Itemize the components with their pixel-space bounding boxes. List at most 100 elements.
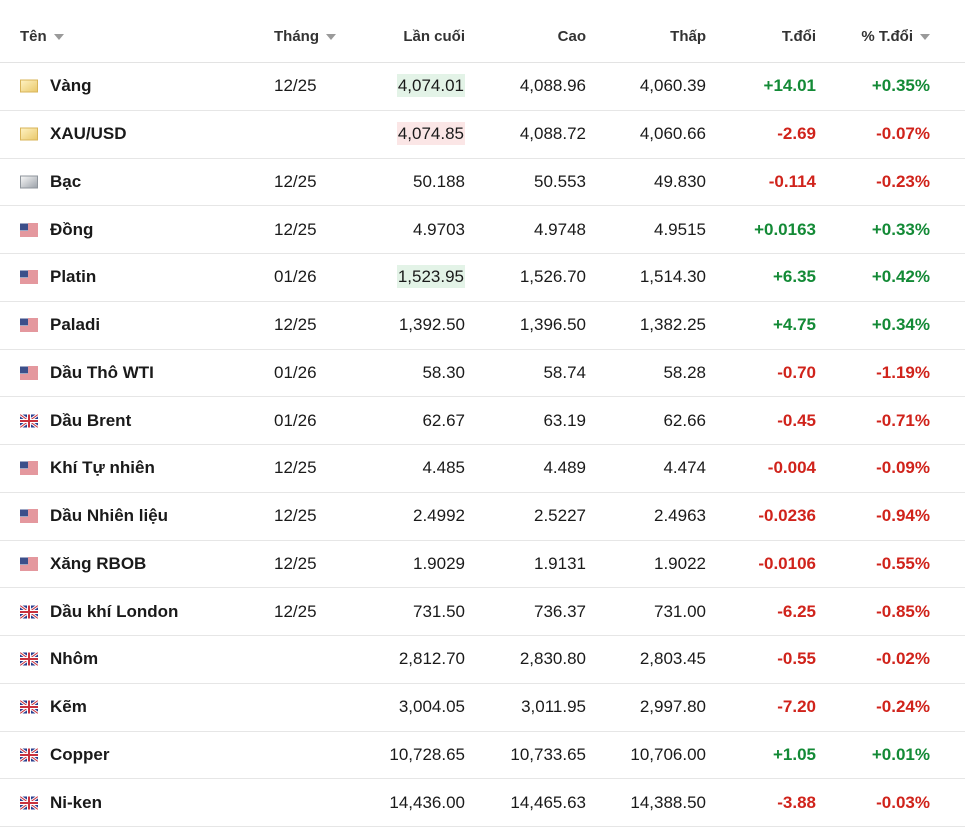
change: -3.88: [777, 792, 816, 812]
column-header: Lần cuối: [403, 28, 465, 45]
table-row[interactable]: XAU/USD 4,074.85 4,088.72 4,060.66 -2.69 -0.0…: [0, 111, 965, 159]
instrument-name[interactable]: Ni-ken: [50, 792, 102, 812]
flag-icon: [20, 461, 38, 475]
change-cell: -3.88: [777, 793, 816, 813]
last-cell: 14,436.00: [389, 793, 465, 813]
last-cell: 62.67: [422, 411, 465, 431]
month: 12/25: [274, 219, 317, 239]
low-cell: 1,514.30: [640, 267, 706, 287]
change-cell: -0.004: [768, 458, 816, 478]
change-cell: -0.0106: [758, 554, 816, 574]
table-row[interactable]: Dầu Thô WTI 01/26 58.30 58.74 58.28 -0.70 -1.1…: [0, 350, 965, 398]
instrument-name[interactable]: XAU/USD: [50, 124, 127, 144]
table-row[interactable]: Bạc 12/25 50.188 50.553 49.830 -0.114 -0.23%: [0, 159, 965, 207]
last: 14,436.00: [389, 792, 465, 812]
sort-arrow[interactable]: [326, 34, 336, 41]
instrument-name[interactable]: Đồng: [50, 219, 94, 239]
change: -0.004: [767, 458, 816, 478]
change: -0.45: [777, 410, 816, 430]
high-cell: 1.9131: [534, 554, 586, 574]
instrument-name[interactable]: Platin: [50, 267, 97, 287]
instrument-name[interactable]: Vàng: [50, 76, 92, 96]
month-cell: 01/26: [274, 267, 317, 287]
low-cell: 14,388.50: [630, 793, 706, 813]
instrument-name[interactable]: Copper: [50, 744, 110, 764]
instrument-name[interactable]: Kẽm: [50, 697, 87, 717]
low-cell: 4.474: [663, 458, 706, 478]
flag-icon: [19, 794, 39, 811]
change: -2.69: [777, 124, 816, 144]
change: -0.0236: [758, 506, 816, 526]
last: 62.67: [422, 410, 465, 430]
table-row[interactable]: Kẽm 3,004.05 3,011.95 2,997.80 -7.20 -0.24%: [0, 684, 965, 732]
column-header-text: Thấp: [670, 28, 706, 45]
sort-arrow[interactable]: [920, 34, 930, 41]
low: 1,382.25: [639, 315, 706, 335]
high-cell: 4,088.72: [520, 124, 586, 144]
month: 01/26: [274, 267, 317, 287]
instrument-name[interactable]: Dầu khí London: [50, 601, 179, 621]
table-row[interactable]: Dầu khí London 12/25 731.50 736.37 731.00 -6.…: [0, 588, 965, 636]
last: 58.30: [422, 362, 465, 382]
month: 12/25: [274, 171, 317, 191]
change: -0.0106: [758, 553, 816, 573]
high: 2.5227: [534, 506, 586, 526]
table-row[interactable]: Khí Tự nhiên 12/25 4.485 4.489 4.474 -0.004 -0…: [0, 445, 965, 493]
table-row[interactable]: Copper 10,728.65 10,733.65 10,706.00 +1.05 +0…: [0, 732, 965, 780]
change-pct-cell: -0.94%: [876, 506, 930, 526]
sort-arrow[interactable]: [53, 34, 64, 41]
change-cell: -2.69: [777, 124, 816, 144]
month: 01/26: [274, 410, 317, 430]
low: 2,803.45: [639, 649, 706, 669]
table-row[interactable]: Đồng 12/25 4.9703 4.9748 4.9515 +0.0163 +0.33%: [0, 206, 965, 254]
table-row[interactable]: Nhôm 2,812.70 2,830.80 2,803.45 -0.55 -0.02%: [0, 636, 965, 684]
instrument-name[interactable]: Nhôm: [50, 649, 99, 669]
change-pct: -0.09%: [876, 458, 930, 478]
month: 12/25: [274, 506, 317, 526]
instrument-name[interactable]: Paladi: [50, 315, 101, 335]
instrument-name[interactable]: Xăng RBOB: [50, 553, 147, 573]
table-row[interactable]: Dầu Nhiên liệu 12/25 2.4992 2.5227 2.4963 -0.…: [0, 493, 965, 541]
column-header: T.đổi: [782, 28, 816, 45]
table-row[interactable]: Paladi 12/25 1,392.50 1,396.50 1,382.25 +4.75…: [0, 302, 965, 350]
table-row[interactable]: Xăng RBOB 12/25 1.9029 1.9131 1.9022 -0.0106 -…: [0, 541, 965, 589]
low-cell: 4.9515: [654, 220, 706, 240]
low: 58.28: [663, 362, 706, 382]
month-cell: 12/25: [274, 172, 317, 192]
low-cell: 62.66: [663, 411, 706, 431]
month-cell: 12/25: [274, 506, 317, 526]
column-header[interactable]: Tên: [20, 28, 64, 45]
change-pct: +0.34%: [871, 315, 930, 335]
instrument-name[interactable]: Dầu Brent: [50, 410, 132, 430]
high-cell: 4.489: [543, 458, 586, 478]
change-pct: -1.19%: [876, 362, 930, 382]
instrument-name[interactable]: Dầu Thô WTI: [50, 362, 154, 382]
instrument-name[interactable]: Khí Tự nhiên: [50, 458, 155, 478]
change-pct-cell: +0.34%: [872, 315, 930, 335]
low: 2.4963: [654, 506, 706, 526]
change-pct: +0.42%: [871, 267, 930, 287]
last-cell: 1,392.50: [399, 315, 465, 335]
table-row[interactable]: Vàng 12/25 4,074.01 4,088.96 4,060.39 +14.01 +…: [0, 63, 965, 111]
instrument-name[interactable]: Dầu Nhiên liệu: [50, 506, 169, 526]
table-row[interactable]: Platin 01/26 1,523.95 1,526.70 1,514.30 +6.35…: [0, 254, 965, 302]
low: 4.474: [663, 458, 706, 478]
last-cell: 4.9703: [413, 220, 465, 240]
month-cell: 01/26: [274, 363, 317, 383]
column-header[interactable]: Tháng: [274, 28, 336, 45]
column-header[interactable]: % T.đổi: [861, 28, 930, 45]
month: 12/25: [274, 458, 317, 478]
change-pct-cell: +0.01%: [872, 745, 930, 765]
last: 3,004.05: [398, 697, 465, 717]
table-row[interactable]: Ni-ken 14,436.00 14,465.63 14,388.50 -3.88 -0…: [0, 779, 965, 827]
high-cell: 14,465.63: [510, 793, 586, 813]
change-pct-cell: -0.23%: [876, 172, 930, 192]
change-pct: -0.03%: [876, 792, 930, 812]
instrument-name[interactable]: Bạc: [50, 171, 82, 191]
change-pct-cell: -0.55%: [876, 554, 930, 574]
month: 01/26: [274, 362, 317, 382]
high: 50.553: [534, 171, 586, 191]
flag-icon: [19, 651, 39, 668]
table-row[interactable]: Dầu Brent 01/26 62.67 63.19 62.66 -0.45 -0.71%: [0, 397, 965, 445]
